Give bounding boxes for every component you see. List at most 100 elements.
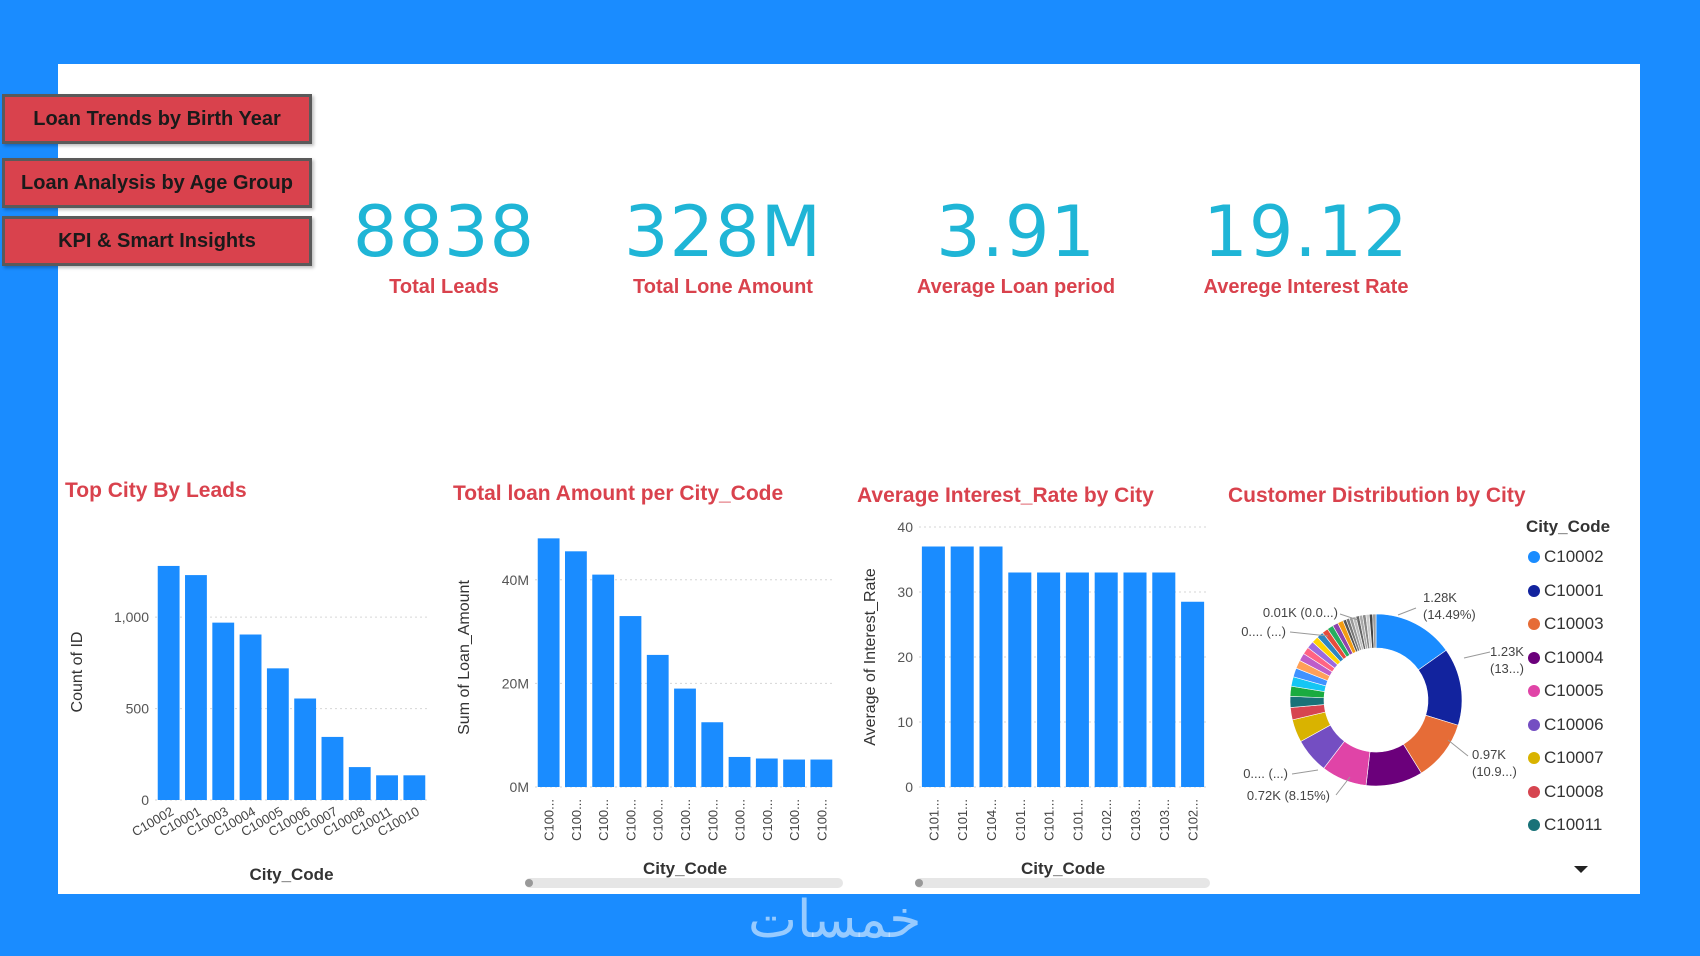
legend-dot-icon bbox=[1528, 651, 1540, 664]
nav-button-kpi-insights[interactable]: KPI & Smart Insights bbox=[2, 216, 312, 266]
x-tick-label: C101... bbox=[1070, 799, 1085, 841]
y-tick-label: 40 bbox=[897, 519, 913, 535]
y-tick-label: 0M bbox=[510, 779, 529, 795]
data-label: 0.72K (8.15%) bbox=[1247, 788, 1330, 803]
x-tick-label: C100... bbox=[733, 799, 748, 841]
legend-item[interactable]: C10006 bbox=[1528, 715, 1604, 735]
legend-item[interactable]: C10007 bbox=[1528, 748, 1604, 768]
data-label: 0.... (...) bbox=[1241, 624, 1286, 639]
y-tick-label: 30 bbox=[897, 584, 913, 600]
chart-average-interest-rate: 0 10 20 30 40 C101... C101... C104... C101... C10… bbox=[862, 519, 1207, 878]
y-tick-label: 20M bbox=[502, 675, 529, 691]
legend-dot-icon bbox=[1528, 752, 1540, 764]
x-tick-label: C100... bbox=[787, 799, 802, 841]
x-tick-label: C100... bbox=[651, 799, 666, 841]
x-tick-label: C101... bbox=[926, 799, 941, 841]
bar bbox=[619, 616, 642, 787]
chart-scrollbar[interactable] bbox=[915, 878, 1210, 888]
legend-label: C10002 bbox=[1544, 547, 1604, 566]
bar bbox=[321, 736, 344, 800]
legend-dot-icon bbox=[1528, 718, 1540, 731]
x-tick-label: C100... bbox=[705, 799, 720, 841]
legend-item[interactable]: C10004 bbox=[1528, 648, 1604, 668]
legend-item[interactable]: C10011 bbox=[1528, 815, 1602, 835]
legend-dot-icon bbox=[1528, 618, 1540, 630]
leader-line bbox=[1397, 607, 1417, 616]
bar bbox=[565, 551, 587, 787]
legend-item[interactable]: C10002 bbox=[1528, 547, 1604, 567]
kpi-total-loan-amount: 328M Total Lone Amount bbox=[573, 196, 873, 299]
bar bbox=[592, 574, 615, 787]
chart-title-top-city: Top City By Leads bbox=[65, 479, 247, 502]
x-tick-label: C102... bbox=[1186, 799, 1201, 841]
data-label: 0.... (...) bbox=[1243, 766, 1288, 781]
bar bbox=[376, 775, 398, 800]
data-label: 0.01K (0.0...) bbox=[1263, 605, 1338, 620]
y-tick-label: 20 bbox=[897, 649, 913, 665]
x-tick-label: C102... bbox=[1099, 799, 1114, 841]
leader-line bbox=[1289, 631, 1329, 637]
legend-item[interactable]: C10005 bbox=[1528, 681, 1604, 701]
x-tick-label: C100... bbox=[760, 799, 775, 841]
bar bbox=[950, 546, 974, 787]
legend-label: C10001 bbox=[1544, 580, 1604, 600]
legend-title: City_Code bbox=[1526, 517, 1611, 536]
x-tick-label: C100... bbox=[596, 799, 611, 841]
data-label: (13...) bbox=[1490, 661, 1524, 676]
chevron-down-icon[interactable] bbox=[1574, 866, 1588, 873]
x-axis-label: City_Code bbox=[643, 859, 727, 878]
x-tick-label: C100... bbox=[814, 799, 829, 841]
bar bbox=[212, 622, 235, 800]
kpi-average-interest-rate: 19.12 Averege Interest Rate bbox=[1156, 196, 1456, 299]
legend-item[interactable]: C10001 bbox=[1528, 581, 1604, 601]
legend-label: C10004 bbox=[1544, 647, 1604, 667]
kpi-label: Averege Interest Rate bbox=[1203, 276, 1409, 298]
x-tick-label: C100... bbox=[678, 799, 693, 841]
y-tick-label: 40M bbox=[502, 572, 529, 588]
nav-button-loan-analysis[interactable]: Loan Analysis by Age Group bbox=[2, 158, 312, 208]
y-axis-label: Count of ID bbox=[69, 632, 86, 713]
leader-line bbox=[1463, 651, 1491, 659]
bar bbox=[1037, 572, 1061, 787]
chart-title-avg-interest: Average Interest_Rate by City bbox=[857, 484, 1154, 507]
bar bbox=[921, 546, 945, 787]
legend-item[interactable]: C10008 bbox=[1528, 782, 1604, 802]
kpi-average-loan-period: 3.91 Average Loan period bbox=[866, 196, 1166, 299]
leader-line bbox=[1335, 776, 1351, 796]
bar bbox=[755, 758, 778, 787]
bar bbox=[979, 546, 1003, 787]
x-axis-label: City_Code bbox=[249, 865, 333, 884]
kpi-value: 19.12 bbox=[1203, 191, 1409, 273]
bar bbox=[157, 565, 180, 800]
scroll-thumb[interactable] bbox=[915, 879, 923, 887]
bar bbox=[1094, 572, 1118, 787]
nav-button-loan-trends[interactable]: Loan Trends by Birth Year bbox=[2, 94, 312, 144]
bar bbox=[537, 538, 560, 787]
data-label: (14.49%) bbox=[1423, 607, 1476, 622]
leader-line bbox=[1339, 613, 1359, 621]
chart-top-city-by-leads: 05001,000C10002C10001C10003C10004C10005C… bbox=[69, 565, 428, 884]
chart-scrollbar[interactable] bbox=[525, 878, 843, 888]
scroll-thumb[interactable] bbox=[525, 879, 533, 887]
legend-label: C10011 bbox=[1544, 815, 1603, 834]
legend-dot-icon bbox=[1528, 685, 1540, 697]
legend-item[interactable]: C10003 bbox=[1528, 614, 1604, 634]
x-tick-label: C100... bbox=[569, 799, 584, 841]
bar bbox=[266, 668, 289, 800]
bar bbox=[1065, 572, 1089, 787]
kpi-label: Total Leads bbox=[389, 276, 499, 298]
watermark-logo: خمسات bbox=[748, 890, 922, 950]
x-tick-label: C101... bbox=[955, 799, 970, 841]
x-tick-label: C100... bbox=[542, 799, 557, 841]
chart-title-total-loan: Total loan Amount per City_Code bbox=[453, 482, 784, 505]
chart-customer-distribution: 1.28K (14.49%) 1.23K (13...) 0.97K (10.9...) 0… bbox=[1241, 590, 1524, 803]
bar bbox=[185, 575, 207, 800]
data-label: 1.23K bbox=[1490, 644, 1524, 659]
y-axis-label: Sum of Loan_Amount bbox=[456, 580, 473, 735]
bar bbox=[674, 688, 696, 787]
legend-label: C10005 bbox=[1544, 681, 1604, 700]
y-tick-label: 0 bbox=[141, 792, 149, 808]
legend-label: C10008 bbox=[1544, 781, 1604, 801]
x-tick-label: C101... bbox=[1013, 799, 1028, 841]
legend-dot-icon bbox=[1528, 819, 1540, 831]
